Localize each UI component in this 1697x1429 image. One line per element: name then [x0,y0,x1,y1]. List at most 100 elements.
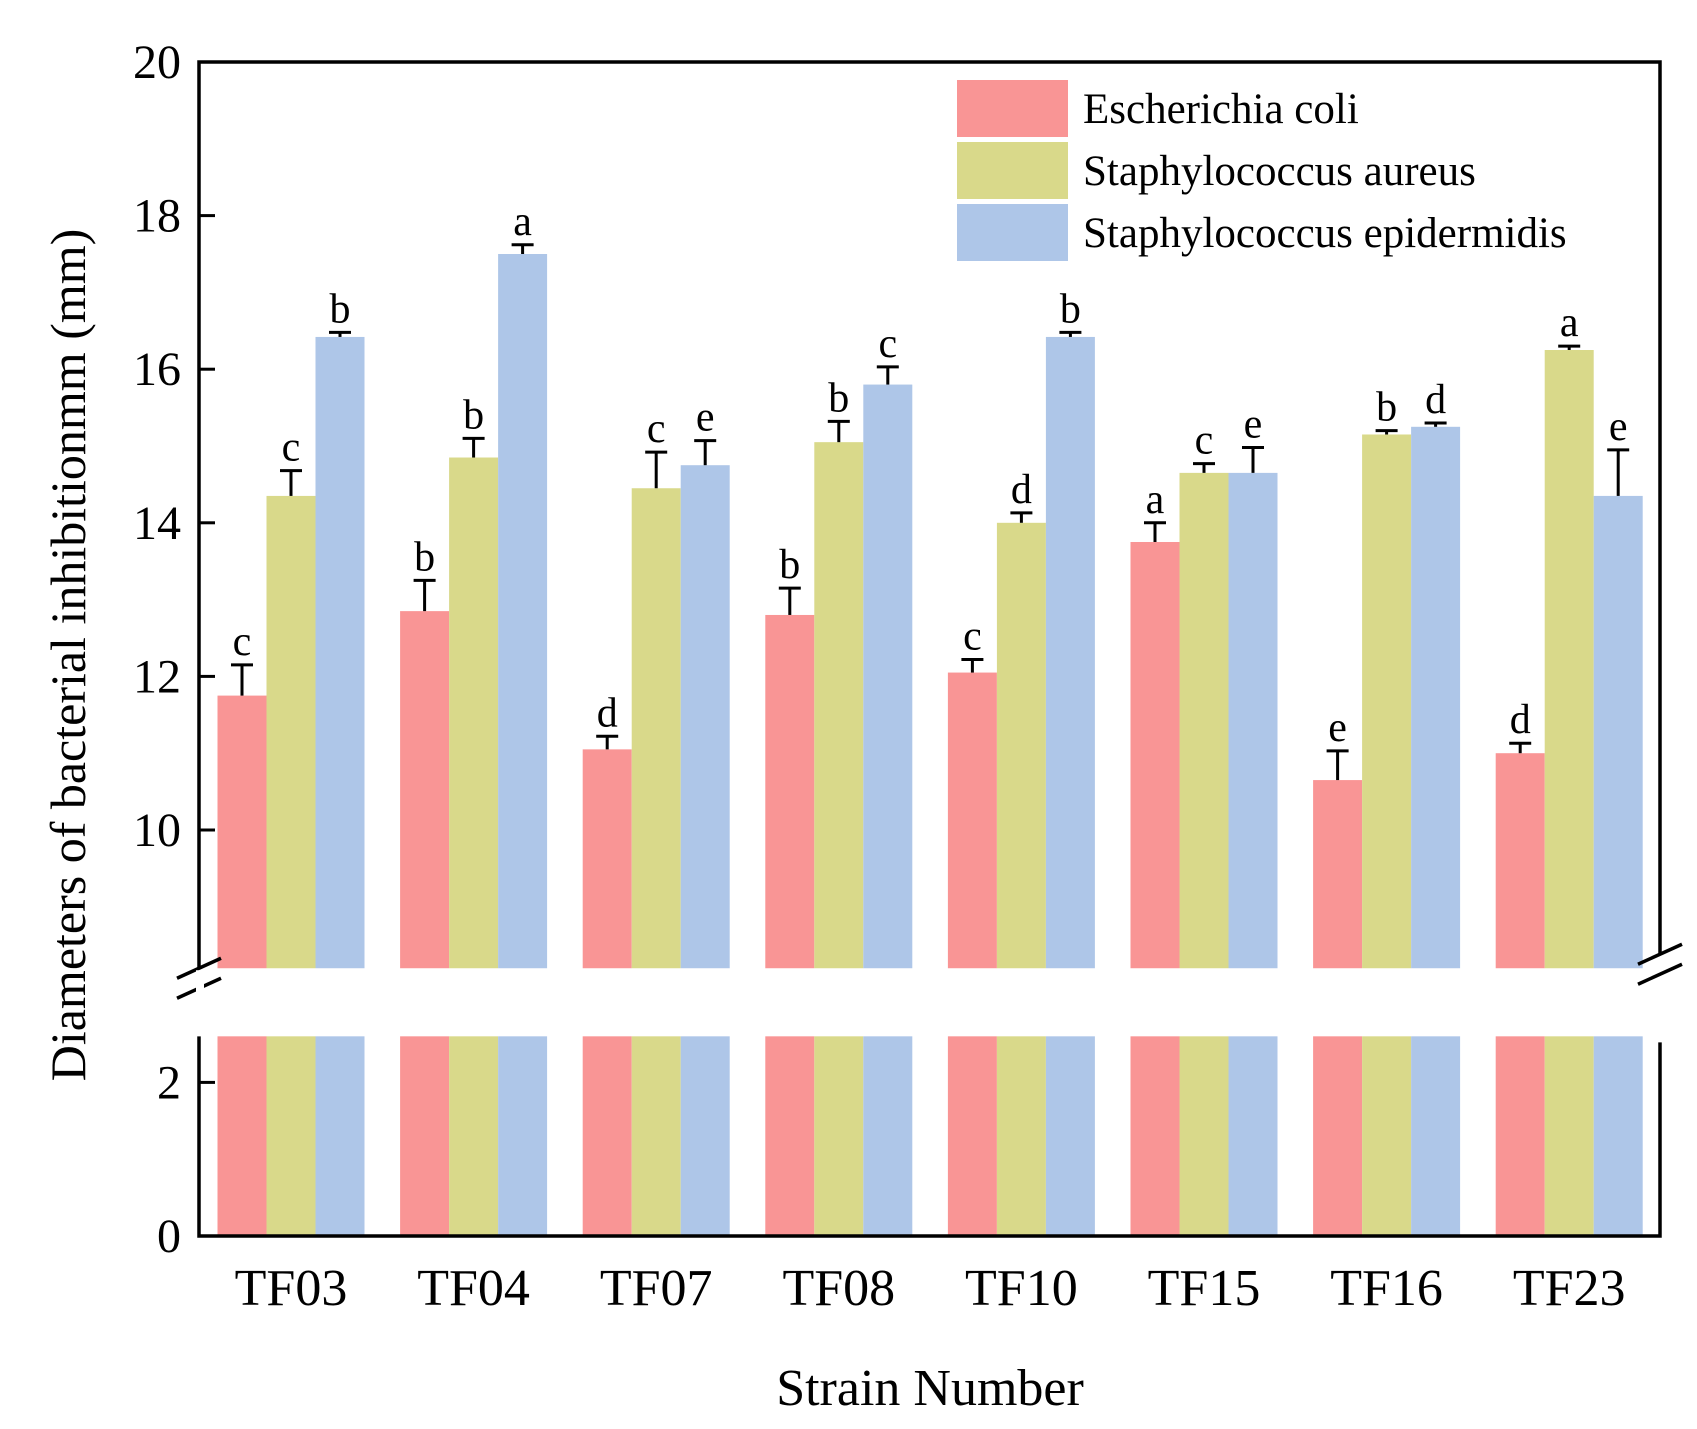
bar-lower [863,1036,913,1236]
legend-label: Staphylococcus aureus [1083,148,1476,195]
bar [996,522,1046,969]
significance-letter: c [963,614,982,660]
y-tick-label: 18 [133,190,181,243]
bar [863,384,913,969]
bar-lower [765,1036,815,1236]
bar [1228,472,1278,969]
legend: Escherichia coli Staphylococcus aureus Sta… [957,80,1567,261]
bar [1411,426,1461,969]
axes-layer: TF03 TF04 TF07 TF08 TF10 TF15 TF16 TF23 0 2 10 12 14… [133,36,1683,1317]
bar [1495,753,1545,969]
bar [217,695,267,969]
legend-swatch [957,80,1068,137]
bar [498,254,548,969]
y-tick-label: 2 [157,1056,181,1109]
significance-letter: c [647,406,666,452]
significance-letter: b [828,375,849,421]
bar-lower [1544,1036,1594,1236]
x-tick-label: TF07 [600,1260,713,1317]
bar [814,442,864,969]
bar-lower [1362,1036,1412,1236]
x-tick-label: TF03 [235,1260,348,1317]
bar-lower [1593,1036,1643,1236]
significance-letter: a [1146,477,1165,523]
bar-lower [1130,1036,1180,1236]
x-tick-label: TF08 [782,1260,895,1317]
bar-lower [315,1036,365,1236]
plot-frame-lower [197,1036,1662,1238]
significance-letter: b [779,542,800,588]
significance-letter: e [1244,402,1263,448]
significance-letter: a [1560,300,1579,346]
y-axis-label: Diameters of bacterial inhibitionmm (mm) [40,229,96,1082]
y-tick-label: 0 [157,1210,181,1263]
bar [1544,350,1594,969]
bar [266,495,316,969]
significance-letter: c [282,425,301,471]
bar-lower [217,1036,267,1236]
significance-letter: b [330,286,351,332]
axis-break-mark [176,956,222,980]
y-tick-label: 20 [133,36,181,89]
bar-lower [498,1036,548,1236]
significance-letter: b [463,392,484,438]
significance-letter: c [1195,418,1214,464]
bar-lower [947,1036,997,1236]
bar-lower [996,1036,1046,1236]
bar-lower [449,1036,499,1236]
bar-lower [1313,1036,1363,1236]
y-tick-label: 16 [133,343,181,396]
bar [1593,495,1643,969]
bar [1179,472,1229,969]
significance-letter: d [1425,377,1446,423]
plot-frame-upper [197,60,1662,969]
legend-label: Staphylococcus epidermidis [1083,210,1567,257]
bar-lower [1179,1036,1229,1236]
bar [1130,542,1180,969]
axis-break-mark [1637,942,1683,966]
significance-letter: b [414,534,435,580]
bar-lower [1228,1036,1278,1236]
significance-letter: e [696,395,715,441]
significance-letter: b [1376,385,1397,431]
significance-letter: e [1609,404,1628,450]
significance-letter: b [1060,286,1081,332]
x-tick-label: TF10 [965,1260,1078,1317]
significance-letter: c [233,619,252,665]
significance-letter: c [878,321,897,367]
x-axis-label: Strain Number [776,1360,1084,1417]
legend-swatch [957,204,1068,261]
y-tick-label: 10 [133,804,181,857]
bar [582,749,632,969]
bar [315,336,365,969]
bar [1362,434,1412,969]
legend-label: Escherichia coli [1083,86,1359,133]
bar [947,672,997,969]
bar-lower [400,1036,450,1236]
y-tick-label: 12 [133,650,181,703]
significance-letter: e [1328,705,1347,751]
bar [400,611,450,969]
x-tick-label: TF23 [1513,1260,1626,1317]
legend-swatch [957,142,1068,199]
x-tick-label: TF04 [417,1260,530,1317]
significance-letter: d [1510,697,1531,743]
axis-break-mark [1637,962,1683,986]
bar [1313,780,1363,969]
bar [765,614,815,969]
bar [1045,336,1095,969]
bar-lower [680,1036,730,1236]
bar-lower [631,1036,681,1236]
bar-lower [1045,1036,1095,1236]
axis-break-gap [196,970,204,1035]
significance-letter: d [597,690,618,736]
x-tick-label: TF15 [1148,1260,1261,1317]
y-tick-label: 14 [133,497,181,550]
bar [680,465,730,969]
bar-lower [1495,1036,1545,1236]
bar-lower [266,1036,316,1236]
bar-lower [582,1036,632,1236]
bar [631,488,681,969]
